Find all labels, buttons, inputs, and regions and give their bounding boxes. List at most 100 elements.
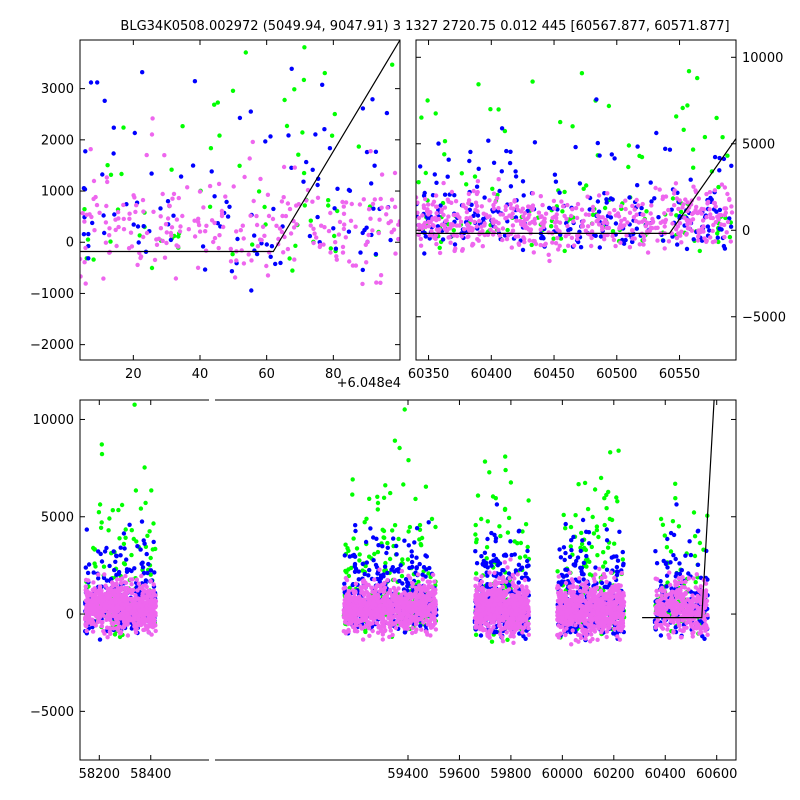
point-series-c — [378, 273, 384, 278]
point-series-c — [501, 577, 506, 583]
point-series-c — [310, 199, 315, 204]
point-series-b — [153, 546, 158, 552]
point-series-c — [149, 132, 155, 137]
point-series-b — [99, 442, 105, 447]
point-series-c — [211, 239, 216, 245]
point-series-c — [488, 581, 493, 587]
point-series-b — [602, 205, 608, 211]
point-series-c — [168, 230, 174, 236]
point-series-b — [329, 133, 335, 138]
point-series-c — [127, 216, 132, 221]
point-series-c — [381, 606, 387, 611]
point-series-a — [136, 240, 141, 245]
point-series-c — [580, 220, 585, 225]
point-series-c — [343, 616, 349, 621]
point-series-c — [383, 619, 388, 624]
point-series-c — [348, 218, 354, 223]
point-series-b — [82, 207, 87, 212]
point-series-a — [427, 236, 432, 241]
point-series-b — [487, 470, 492, 475]
point-series-c — [127, 605, 133, 610]
point-series-c — [604, 225, 610, 231]
point-series-c — [385, 205, 390, 210]
point-series-c — [248, 213, 253, 218]
point-series-c — [112, 595, 118, 600]
point-series-b — [149, 488, 154, 493]
point-series-c — [418, 236, 423, 242]
point-series-c — [144, 230, 150, 236]
point-series-c — [430, 202, 435, 207]
point-series-a — [85, 570, 91, 576]
point-series-c — [267, 250, 272, 255]
point-series-c — [697, 209, 703, 214]
point-series-a — [452, 193, 457, 198]
point-series-a — [225, 214, 231, 219]
point-series-c — [449, 189, 455, 195]
point-series-a — [442, 192, 448, 197]
point-series-c — [104, 175, 110, 180]
point-series-c — [427, 605, 432, 610]
point-series-c — [491, 191, 497, 196]
point-series-a — [111, 549, 116, 554]
point-series-c — [399, 592, 404, 597]
point-series-c — [475, 209, 480, 214]
point-series-c — [696, 228, 701, 233]
point-series-c — [363, 606, 368, 611]
point-series-c — [363, 590, 368, 595]
point-series-a — [116, 569, 122, 575]
point-series-c — [360, 637, 366, 642]
point-series-b — [442, 152, 447, 157]
point-series-c — [101, 606, 107, 612]
x-tick-label: 60350 — [408, 367, 449, 382]
point-series-a — [667, 147, 673, 152]
point-series-a — [649, 199, 654, 204]
point-series-b — [680, 105, 685, 111]
point-series-c — [601, 220, 606, 225]
model-line — [416, 138, 736, 234]
point-series-c — [131, 611, 136, 616]
point-series-a — [508, 149, 513, 154]
y-tick-label: −2000 — [30, 338, 74, 353]
point-series-a — [440, 237, 446, 242]
point-series-a — [423, 234, 428, 239]
point-series-a — [268, 134, 273, 139]
point-series-c — [197, 189, 203, 194]
point-series-c — [366, 232, 371, 238]
point-series-c — [154, 242, 160, 247]
point-series-b — [523, 554, 528, 559]
point-series-c — [679, 240, 684, 245]
point-series-a — [235, 236, 240, 242]
point-series-c — [574, 215, 580, 221]
point-series-a — [604, 197, 609, 202]
point-series-c — [351, 624, 356, 630]
point-series-b — [520, 529, 525, 534]
point-series-b — [116, 507, 121, 513]
point-series-c — [343, 235, 348, 240]
point-series-a — [158, 206, 163, 211]
point-series-c — [416, 215, 422, 221]
point-series-a — [485, 536, 490, 542]
point-series-c — [524, 217, 529, 222]
point-series-b — [362, 520, 367, 525]
x-tick-label: 60450 — [533, 367, 574, 382]
point-series-c — [147, 608, 153, 613]
point-series-c — [277, 226, 283, 231]
point-series-a — [124, 557, 129, 562]
point-series-a — [140, 560, 145, 565]
point-series-c — [637, 242, 642, 247]
point-series-a — [289, 165, 294, 170]
point-series-b — [637, 153, 642, 159]
point-series-c — [149, 598, 154, 603]
point-series-c — [487, 214, 492, 219]
point-series-c — [526, 625, 531, 631]
point-series-c — [508, 627, 513, 633]
point-series-c — [528, 227, 534, 232]
point-series-a — [596, 209, 602, 214]
point-series-b — [413, 496, 418, 502]
point-series-a — [684, 246, 690, 252]
point-series-c — [170, 196, 175, 201]
point-series-c — [467, 228, 472, 233]
point-series-a — [310, 167, 315, 172]
point-series-b — [515, 541, 520, 546]
